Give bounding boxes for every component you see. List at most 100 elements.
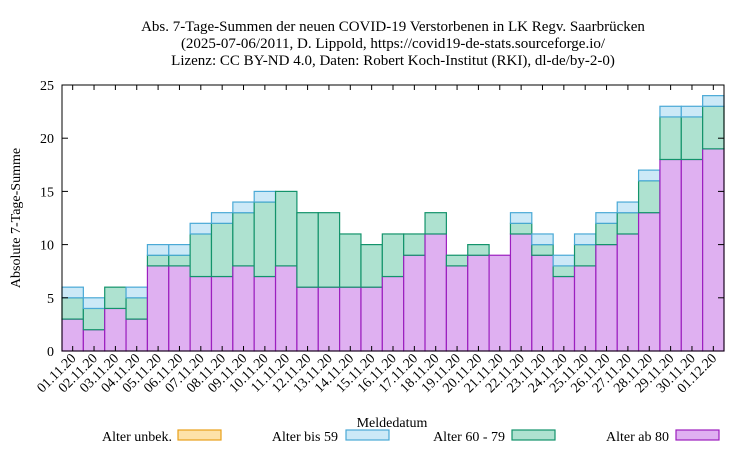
bar-segment	[296, 286, 319, 352]
bar-segment	[531, 244, 554, 256]
bar-segment	[339, 286, 362, 352]
bar-segment	[595, 212, 618, 224]
bar-segment	[680, 158, 704, 352]
bar-segment	[168, 254, 191, 267]
legend-label: Alter bis 59	[272, 430, 338, 445]
bar-segment	[210, 212, 234, 224]
bar-segment	[146, 244, 170, 256]
bar-segment	[467, 244, 490, 256]
bar-segment	[573, 244, 597, 267]
bar-segment	[616, 201, 640, 214]
bar-segment	[659, 105, 682, 118]
bar-segment	[61, 297, 84, 320]
bar-segment	[104, 307, 127, 352]
bar-segment	[637, 212, 661, 352]
x-axis-label: Meldedatum	[357, 416, 428, 431]
title-line-2: (2025-07-06/2011, D. Lippold, https://co…	[181, 36, 606, 52]
bar-segment	[509, 212, 533, 224]
bar-segment	[253, 201, 277, 278]
bar-segment	[274, 265, 298, 352]
bar-segment	[253, 275, 277, 352]
bar-segment	[339, 233, 362, 288]
title-line-3: Lizenz: CC BY-ND 4.0, Daten: Robert Koch…	[171, 53, 615, 69]
bar-segment	[659, 116, 682, 161]
y-axis-label: Absolute 7-Tage-Summe	[9, 148, 24, 288]
bar-segment	[531, 254, 554, 352]
legend-label: Alter unbek.	[102, 430, 172, 445]
bar-segment	[680, 116, 704, 161]
bar-segment	[125, 286, 149, 299]
bar-segment	[168, 265, 191, 352]
bar-segment	[232, 212, 255, 267]
bar-segment	[531, 233, 554, 246]
bar-segment	[659, 158, 682, 352]
bar-segment	[189, 222, 213, 235]
bar-segment	[616, 233, 640, 352]
bar-segment	[381, 275, 405, 352]
bar-segment	[616, 212, 640, 235]
y-tick-label: 25	[40, 79, 54, 94]
bar-segment	[146, 254, 170, 267]
legend-swatch	[511, 429, 556, 441]
bar-segment	[210, 275, 234, 352]
bar-segment	[189, 233, 213, 278]
bar-segment	[680, 105, 704, 118]
bar-segment	[509, 222, 533, 235]
bar-segment	[403, 254, 426, 352]
y-tick-label: 0	[47, 345, 54, 360]
y-tick-label: 15	[40, 185, 54, 200]
bar-segment	[424, 212, 447, 235]
bar-segment	[509, 233, 533, 352]
bar-segment	[232, 201, 255, 214]
bars-group	[61, 95, 725, 352]
legend-label: Alter ab 80	[606, 430, 669, 445]
bar-segment	[424, 233, 447, 352]
bar-segment	[317, 212, 341, 288]
legend-swatch	[345, 429, 390, 441]
bar-segment	[573, 233, 597, 246]
bar-segment	[445, 265, 469, 352]
bar-segment	[146, 265, 170, 352]
bar-segment	[210, 222, 234, 278]
chart-title: Abs. 7-Tage-Summen der neuen COVID-19 Ve…	[141, 19, 645, 69]
bar-segment	[552, 265, 576, 278]
bar-segment	[360, 244, 383, 288]
bar-segment	[403, 233, 426, 256]
title-line-1: Abs. 7-Tage-Summen der neuen COVID-19 Ve…	[141, 19, 645, 35]
y-tick-label: 5	[47, 292, 54, 307]
bar-segment	[637, 169, 661, 182]
bar-segment	[253, 190, 277, 203]
bar-segment	[595, 244, 618, 352]
bar-segment	[595, 222, 618, 246]
bar-segment	[317, 286, 341, 352]
legend-swatch	[675, 429, 720, 441]
bar-segment	[488, 254, 512, 352]
bar-segment	[296, 212, 319, 288]
legend-label: Alter 60 - 79	[433, 430, 505, 445]
legend: Alter unbek. Alter bis 59 Alter 60 - 79 Alt…	[102, 429, 720, 445]
y-tick-label: 10	[40, 239, 54, 254]
bar-segment	[61, 286, 84, 299]
bar-segment	[467, 254, 490, 352]
bar-segment	[702, 148, 725, 352]
bar-segment	[168, 244, 191, 256]
bar-segment	[189, 275, 213, 352]
bar-segment	[573, 265, 597, 352]
bar-segment	[702, 105, 725, 150]
bar-segment	[82, 297, 106, 310]
bar-segment	[274, 190, 298, 267]
bar-segment	[445, 254, 469, 267]
bar-segment	[232, 265, 255, 352]
bar-segment	[552, 254, 576, 267]
bar-segment	[104, 286, 127, 310]
legend-swatch	[177, 429, 222, 441]
bar-segment	[637, 180, 661, 214]
y-tick-label: 20	[40, 132, 54, 147]
bar-segment	[360, 286, 383, 352]
bar-segment	[82, 307, 106, 331]
bar-segment	[381, 233, 405, 278]
bar-segment	[552, 275, 576, 352]
bar-segment	[702, 95, 725, 107]
